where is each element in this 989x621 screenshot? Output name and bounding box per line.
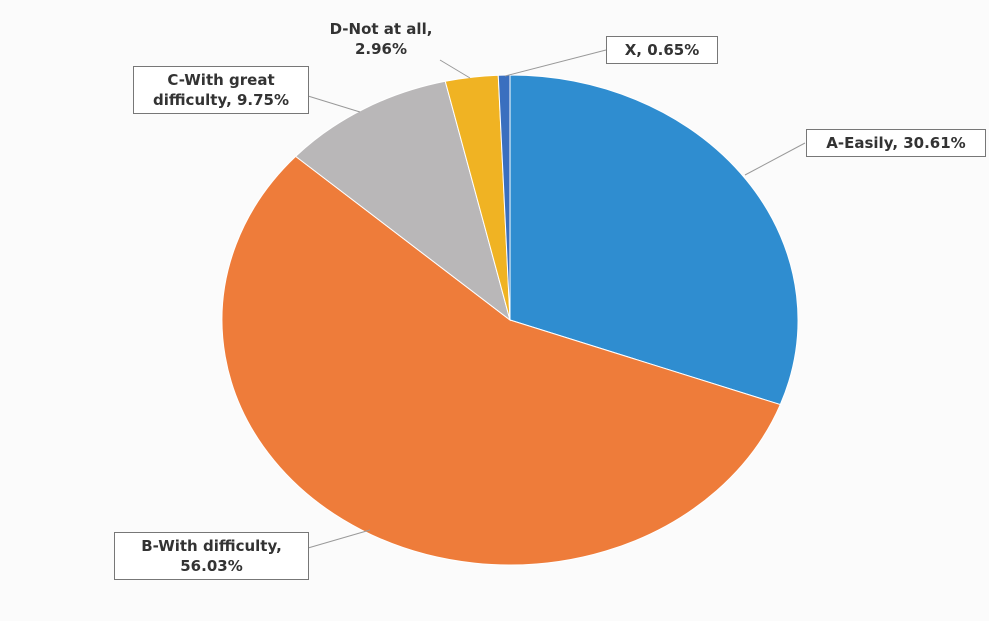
leader-line bbox=[504, 49, 607, 77]
label-value: 30.61% bbox=[903, 134, 966, 152]
data-label: A-Easily30.61% bbox=[806, 129, 986, 157]
leader-line bbox=[744, 142, 806, 176]
data-label: C-With great difficulty9.75% bbox=[133, 66, 309, 114]
label-value: 2.96% bbox=[354, 40, 408, 58]
data-label: D-Not at all 2.96% bbox=[322, 16, 440, 62]
label-category: X bbox=[625, 41, 648, 59]
pie-slice bbox=[221, 155, 781, 566]
label-value: 0.65% bbox=[647, 41, 700, 59]
data-label: B-With difficulty 56.03% bbox=[114, 532, 309, 580]
label-value: 56.03% bbox=[180, 557, 243, 575]
label-category: A-Easily bbox=[826, 134, 903, 152]
leader-line bbox=[307, 95, 361, 113]
leader-line bbox=[307, 529, 371, 549]
data-label: X0.65% bbox=[606, 36, 718, 64]
label-category: D-Not at all bbox=[330, 20, 433, 38]
pie-slice bbox=[294, 80, 511, 322]
leader-line bbox=[439, 59, 471, 79]
label-category: B-With difficulty bbox=[141, 537, 282, 555]
pie-slice bbox=[509, 74, 799, 406]
label-value: 9.75% bbox=[236, 91, 290, 109]
